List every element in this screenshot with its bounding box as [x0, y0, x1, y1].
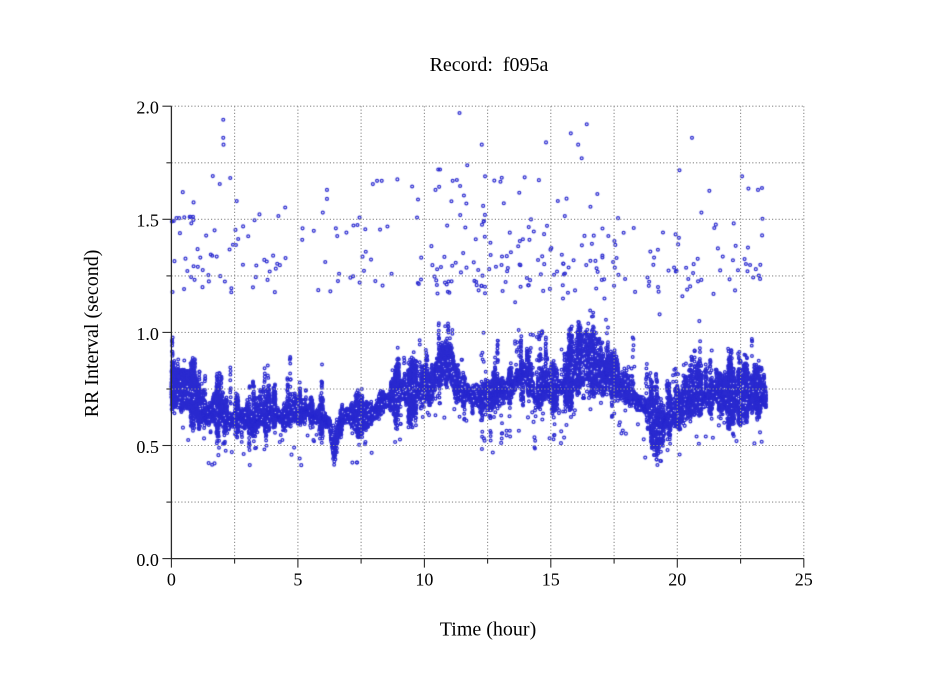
svg-text:15: 15 [542, 569, 560, 589]
svg-text:1.5: 1.5 [136, 211, 159, 231]
svg-text:10: 10 [415, 569, 433, 589]
svg-text:20: 20 [668, 569, 686, 589]
svg-text:5: 5 [293, 569, 302, 589]
svg-text:0: 0 [167, 569, 176, 589]
svg-text:2.0: 2.0 [136, 98, 159, 118]
svg-text:0.0: 0.0 [136, 550, 159, 570]
svg-text:Record: f095a: Record: f095a [430, 54, 549, 76]
svg-text:1.0: 1.0 [136, 324, 159, 344]
svg-text:0.5: 0.5 [136, 437, 159, 457]
svg-text:25: 25 [795, 569, 813, 589]
svg-text:Time (hour): Time (hour) [440, 619, 536, 641]
svg-text:RR Interval (second): RR Interval (second) [81, 250, 103, 418]
